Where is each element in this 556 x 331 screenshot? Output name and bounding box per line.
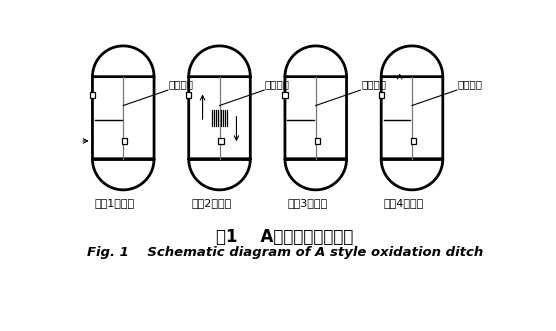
Text: Fig. 1    Schematic diagram of A style oxidation ditch: Fig. 1 Schematic diagram of A style oxid… [87, 246, 483, 259]
Bar [411, 138, 416, 144]
Text: 转刷停止: 转刷停止 [168, 79, 193, 89]
Text: 阶段3：沉淀: 阶段3：沉淀 [287, 198, 327, 208]
Bar [282, 92, 287, 98]
Bar [219, 138, 224, 144]
Bar [315, 138, 320, 144]
Text: 阶段4：跳水: 阶段4：跳水 [384, 198, 424, 208]
Bar [186, 92, 191, 98]
Bar [122, 138, 127, 144]
Text: 转刷停止: 转刷停止 [361, 79, 386, 89]
Text: 转刷停止: 转刷停止 [458, 79, 483, 89]
Text: 转刷运行: 转刷运行 [265, 79, 290, 89]
Bar [90, 92, 95, 98]
Bar [379, 92, 384, 98]
Text: 阶段1：进水: 阶段1：进水 [95, 198, 135, 208]
Text: 阶段2：曝气: 阶段2：曝气 [191, 198, 231, 208]
Text: 图1    A型氧化沟工作示意: 图1 A型氧化沟工作示意 [216, 228, 354, 246]
